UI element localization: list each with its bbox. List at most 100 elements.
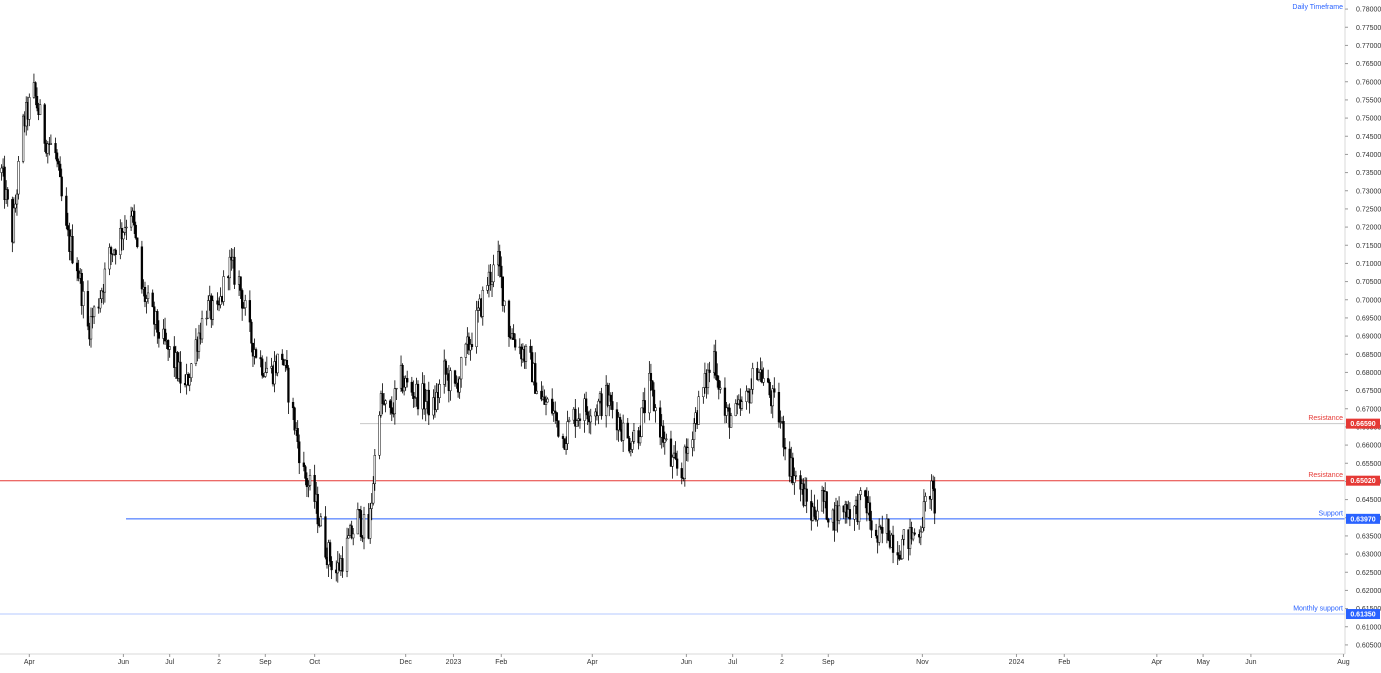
candle[interactable]: [404, 375, 407, 391]
candle[interactable]: [674, 441, 677, 461]
candle[interactable]: [868, 496, 872, 530]
candle[interactable]: [424, 388, 427, 422]
candle[interactable]: [264, 361, 267, 378]
candle[interactable]: [233, 247, 236, 289]
candle[interactable]: [729, 412, 733, 428]
candle[interactable]: [156, 309, 159, 344]
candle[interactable]: [782, 415, 785, 457]
candle[interactable]: [714, 339, 717, 380]
candle[interactable]: [691, 431, 694, 457]
candle[interactable]: [80, 269, 83, 315]
candle[interactable]: [291, 397, 295, 421]
candle[interactable]: [534, 352, 537, 394]
candle[interactable]: [34, 81, 37, 106]
candle[interactable]: [28, 93, 31, 127]
candle[interactable]: [771, 385, 774, 419]
candle[interactable]: [341, 546, 344, 578]
candle[interactable]: [597, 398, 600, 425]
candle[interactable]: [373, 449, 376, 491]
candle[interactable]: [507, 299, 511, 347]
candle[interactable]: [575, 419, 579, 427]
candle[interactable]: [902, 529, 906, 546]
candle[interactable]: [435, 383, 438, 413]
candle[interactable]: [629, 442, 633, 457]
candle[interactable]: [609, 392, 612, 410]
candle[interactable]: [242, 302, 245, 309]
candle[interactable]: [328, 539, 332, 567]
candle[interactable]: [119, 219, 122, 260]
candle[interactable]: [239, 276, 242, 299]
candle[interactable]: [12, 197, 16, 244]
candle[interactable]: [254, 347, 258, 359]
candle[interactable]: [6, 187, 9, 207]
candle[interactable]: [285, 350, 289, 371]
candle[interactable]: [464, 342, 467, 366]
candle[interactable]: [631, 431, 634, 454]
candle[interactable]: [762, 367, 765, 386]
candle[interactable]: [82, 281, 85, 319]
candle[interactable]: [887, 518, 890, 542]
candle[interactable]: [734, 399, 737, 417]
candle[interactable]: [316, 486, 319, 534]
candle[interactable]: [692, 418, 696, 452]
candle[interactable]: [390, 396, 393, 422]
candle[interactable]: [108, 243, 111, 276]
candle[interactable]: [460, 356, 463, 388]
candle[interactable]: [574, 399, 577, 438]
candle[interactable]: [356, 502, 359, 535]
candle[interactable]: [853, 505, 856, 531]
candle[interactable]: [146, 285, 150, 304]
candle[interactable]: [89, 307, 93, 348]
candle[interactable]: [723, 377, 727, 424]
candle[interactable]: [911, 532, 915, 542]
candle[interactable]: [921, 516, 924, 533]
candle[interactable]: [708, 361, 711, 383]
candle[interactable]: [86, 280, 90, 331]
candle[interactable]: [402, 375, 406, 396]
candle[interactable]: [618, 413, 622, 432]
candle[interactable]: [514, 333, 517, 351]
candle[interactable]: [393, 380, 397, 425]
candle[interactable]: [557, 420, 560, 438]
candle[interactable]: [305, 472, 309, 498]
candle[interactable]: [805, 477, 808, 514]
candle[interactable]: [584, 391, 588, 416]
candle[interactable]: [663, 431, 666, 455]
candle[interactable]: [683, 444, 686, 487]
candle[interactable]: [932, 475, 935, 492]
candle[interactable]: [163, 317, 167, 345]
candle[interactable]: [49, 134, 53, 145]
candle[interactable]: [194, 328, 198, 367]
candle[interactable]: [529, 339, 532, 360]
candle[interactable]: [870, 510, 873, 539]
candle[interactable]: [379, 390, 383, 418]
candle[interactable]: [794, 470, 798, 480]
candle[interactable]: [757, 371, 761, 382]
candle[interactable]: [395, 387, 398, 401]
candle[interactable]: [46, 141, 49, 164]
candle[interactable]: [449, 367, 452, 401]
candle[interactable]: [250, 319, 253, 353]
candle[interactable]: [901, 534, 904, 560]
candle[interactable]: [59, 156, 62, 178]
candle[interactable]: [783, 438, 787, 461]
candle[interactable]: [205, 310, 208, 326]
candle[interactable]: [878, 518, 881, 546]
candle[interactable]: [717, 375, 720, 400]
candle[interactable]: [359, 505, 363, 542]
candle[interactable]: [296, 420, 299, 449]
candle[interactable]: [122, 231, 125, 251]
candle[interactable]: [75, 257, 79, 282]
candle[interactable]: [837, 496, 841, 525]
candle[interactable]: [489, 264, 492, 291]
candle[interactable]: [896, 541, 899, 566]
candle[interactable]: [540, 381, 543, 402]
candle[interactable]: [406, 370, 409, 388]
candle[interactable]: [524, 344, 528, 369]
candle[interactable]: [438, 379, 441, 404]
candle[interactable]: [14, 194, 17, 213]
candle[interactable]: [500, 256, 503, 289]
candle[interactable]: [827, 517, 830, 528]
candle[interactable]: [874, 523, 878, 539]
candle[interactable]: [745, 385, 748, 410]
